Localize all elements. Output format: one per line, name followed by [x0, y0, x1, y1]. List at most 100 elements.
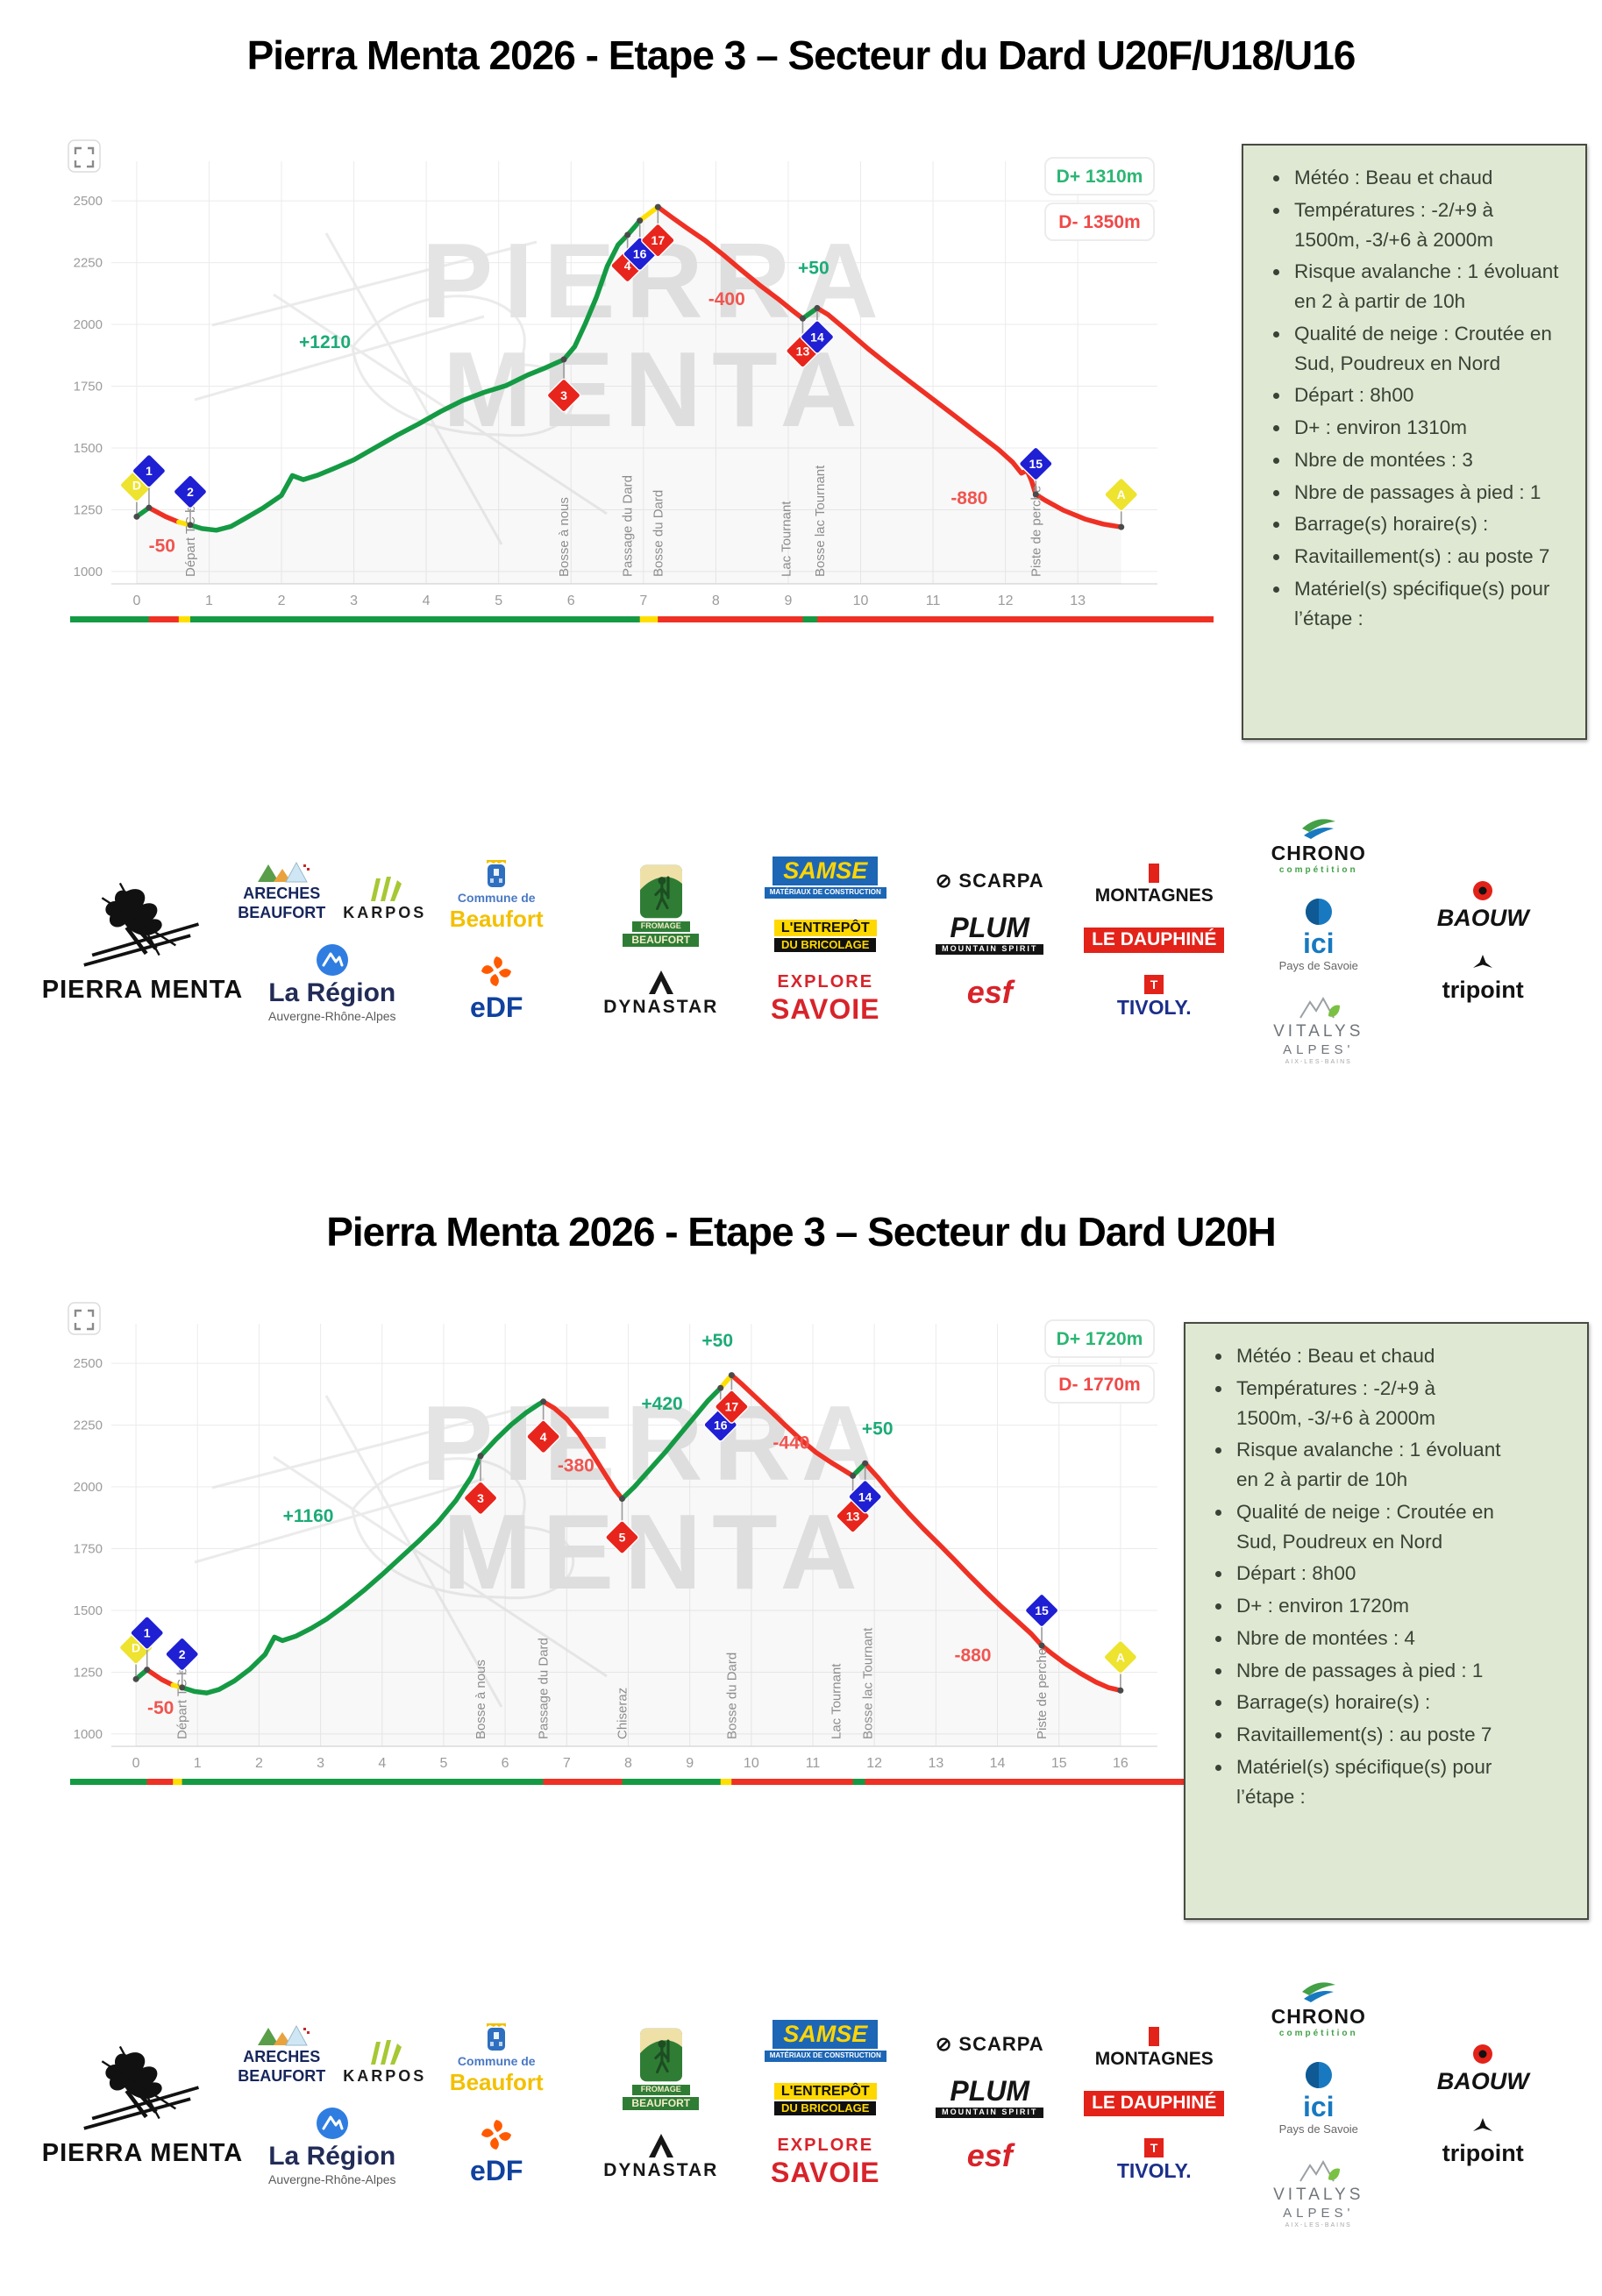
- leaf-icon: [1297, 2157, 1341, 2185]
- logo-text: tripoint: [1442, 976, 1524, 1003]
- elevation-gain-annotation: -50: [149, 536, 175, 556]
- y-tick-label: 2000: [74, 1480, 103, 1495]
- sponsor-band: PIERRA MENTA ARECHES BEAUFORT KARPOS La Régi…: [42, 819, 1553, 1065]
- logo-samse: SAMSE MATÉRIAUX DE CONSTRUCTION: [764, 2019, 886, 2062]
- logo-column: Commune de Beaufort eDF: [428, 858, 566, 1023]
- logo-karpos: KARPOS: [343, 875, 426, 921]
- info-bullet: Risque avalanche : 1 évoluant en 2 à par…: [1233, 1435, 1501, 1495]
- logo-text: EXPLORE: [777, 2135, 874, 2155]
- logo-entrepot: L'ENTREPÔT DU BRICOLAGE: [773, 919, 877, 952]
- x-tick-label: 2: [278, 594, 286, 608]
- fullscreen-button[interactable]: [68, 1302, 101, 1335]
- station-label: Lac Tournant: [829, 1663, 844, 1739]
- stage-info-list: Météo : Beau et chaudTempératures : -2/+…: [1257, 163, 1575, 633]
- checkpoint-number: 14: [810, 330, 824, 344]
- logo-column: BAOUW tripoint: [1414, 878, 1553, 1002]
- y-tick-label: 1000: [74, 1727, 103, 1742]
- station-label: Bosse du Dard: [724, 1653, 739, 1739]
- logo-fromage: FROMAGE BEAUFORT: [623, 864, 700, 947]
- logo-text: AIX-LES-BAINS: [1285, 1059, 1352, 1066]
- elevation-gain-annotation: -380: [558, 1456, 595, 1476]
- checkpoint-number: 2: [179, 1647, 186, 1661]
- x-tick-label: 16: [1113, 1756, 1129, 1771]
- logo-text: MONTAGNES: [1094, 2049, 1214, 2070]
- info-bullet: Qualité de neige : Croutée en Sud, Poudr…: [1291, 319, 1559, 379]
- checkpoint-marker-1: [130, 1616, 164, 1650]
- logo-scarpa: ⊘ SCARPA: [936, 871, 1044, 892]
- logo-text: Auvergne-Rhône-Alpes: [267, 2172, 396, 2186]
- logo-text: ⊘ SCARPA: [935, 870, 1044, 892]
- checkpoint-number: 16: [633, 247, 647, 261]
- logo-text: TIVOLY.: [1116, 2158, 1192, 2182]
- x-tick-label: 5: [495, 594, 502, 608]
- elevation-gain-annotation: -880: [951, 488, 987, 508]
- logo-text: KARPOS: [343, 2066, 427, 2085]
- logo-column: PIERRA MENTA: [42, 2040, 242, 2167]
- x-tick-label: 11: [926, 594, 941, 608]
- logo-text: tripoint: [1442, 2139, 1524, 2166]
- elevation-profile-chart-u20f-u18-u16[interactable]: 1000 1250 1500 1750 2000 2250 2500 0 1 2 3 4 5 6 7 8 9 10…: [63, 137, 1221, 628]
- logo-column: ⊘ SCARPA PLUM MOUNTAIN SPIRIT esf: [921, 2034, 1059, 2173]
- elevation-gain-annotation: -440: [773, 1432, 809, 1453]
- logo-dauphine: LE DAUPHINÉ: [1084, 2091, 1225, 2116]
- dplus-badge: D+ 1310m: [1044, 157, 1155, 195]
- info-bullet: Départ : 8h00: [1233, 1559, 1501, 1589]
- redblock2-icon: T: [1143, 2137, 1164, 2158]
- logo-text: eDF: [470, 2154, 523, 2186]
- logo-text: BEAUFORT: [623, 933, 700, 947]
- logo-text: KARPOS: [343, 903, 427, 921]
- logo-column: MONTAGNES LE DAUPHINÉ T TIVOLY.: [1084, 2025, 1225, 2182]
- checkpoint-number: 5: [619, 1531, 626, 1545]
- station-label: Lac Tournant: [779, 501, 794, 577]
- logo-column: FROMAGE BEAUFORT DYNASTAR: [592, 864, 730, 1017]
- checkpoint-number: 17: [651, 233, 666, 247]
- logo-chrono: CHRONO compétition: [1271, 1978, 1366, 2039]
- station-label: Chiseraz: [615, 1688, 630, 1739]
- profile-segment-descent: [729, 1372, 856, 1479]
- checkpoint-marker-3: [463, 1481, 498, 1516]
- profile-segment-climb: [619, 1385, 723, 1502]
- checkpoint-number: 1: [144, 1626, 151, 1640]
- checkpoint-marker-17: [715, 1390, 749, 1424]
- chevron-icon: [644, 968, 678, 996]
- x-tick-label: 11: [806, 1756, 821, 1771]
- logo-tivoly: T TIVOLY.: [1117, 974, 1192, 1019]
- watermark-skier-sketch: [194, 232, 608, 545]
- x-tick-label: 4: [378, 1756, 386, 1771]
- logo-text: FROMAGE: [631, 921, 690, 932]
- x-tick-label: 9: [686, 1756, 694, 1771]
- info-bullet: Barrage(s) horaire(s) :: [1233, 1688, 1501, 1717]
- checkpoint-marker-5: [605, 1520, 639, 1554]
- stage-info-box-u20f-u18-u16: Météo : Beau et chaudTempératures : -2/+…: [1242, 144, 1587, 740]
- x-tick-label: 13: [928, 1756, 943, 1771]
- logo-text: Commune de: [457, 2053, 536, 2068]
- logo-text: CHRONO: [1271, 842, 1366, 865]
- checkpoint-number: 15: [1029, 457, 1043, 471]
- svg-text:T: T: [1150, 977, 1158, 992]
- fullscreen-button[interactable]: [68, 139, 101, 173]
- elevation-profile-chart-u20h[interactable]: 1000 1250 1500 1750 2000 2250 2500 0 1 2 3 4 5 6 7 8 9 10…: [63, 1299, 1221, 1790]
- logo-vitalys: VITALYS ALPES' AIX-LES-BAINS: [1273, 993, 1363, 1065]
- profile-segment-descent: [540, 1399, 625, 1502]
- logo-text: La Région: [268, 2142, 396, 2172]
- info-bullet: Températures : -2/+9 à 1500m, -3/+6 à 20…: [1233, 1374, 1501, 1433]
- logo-areches: ARECHES BEAUFORT: [238, 857, 325, 921]
- checkpoint-marker-A: [1104, 477, 1138, 512]
- logo-text: BEAUFORT: [238, 903, 326, 921]
- dminus-badge: D- 1350m: [1044, 203, 1155, 241]
- logo-text: CHRONO: [1271, 2005, 1366, 2029]
- logo-text: DYNASTAR: [603, 2159, 719, 2180]
- y-tick-label: 1250: [74, 1665, 103, 1680]
- info-bullet: Nbre de passages à pied : 1: [1291, 478, 1559, 508]
- logo-text: MOUNTAIN SPIRIT: [936, 2108, 1044, 2119]
- x-tick-label: 15: [1051, 1756, 1067, 1771]
- mountains-icon: [253, 2021, 310, 2047]
- logo-tripoint: tripoint: [1442, 953, 1524, 1003]
- logo-text: ⊘ SCARPA: [935, 2033, 1044, 2056]
- logo-text: BAOUW: [1436, 905, 1529, 932]
- station-label: Bosse lac Tournant: [861, 1627, 876, 1739]
- checkpoint-marker-1: [132, 453, 167, 488]
- info-bullet: Départ : 8h00: [1291, 380, 1559, 410]
- shield-icon: [483, 858, 509, 890]
- profile-segment-descent: [862, 1461, 1123, 1694]
